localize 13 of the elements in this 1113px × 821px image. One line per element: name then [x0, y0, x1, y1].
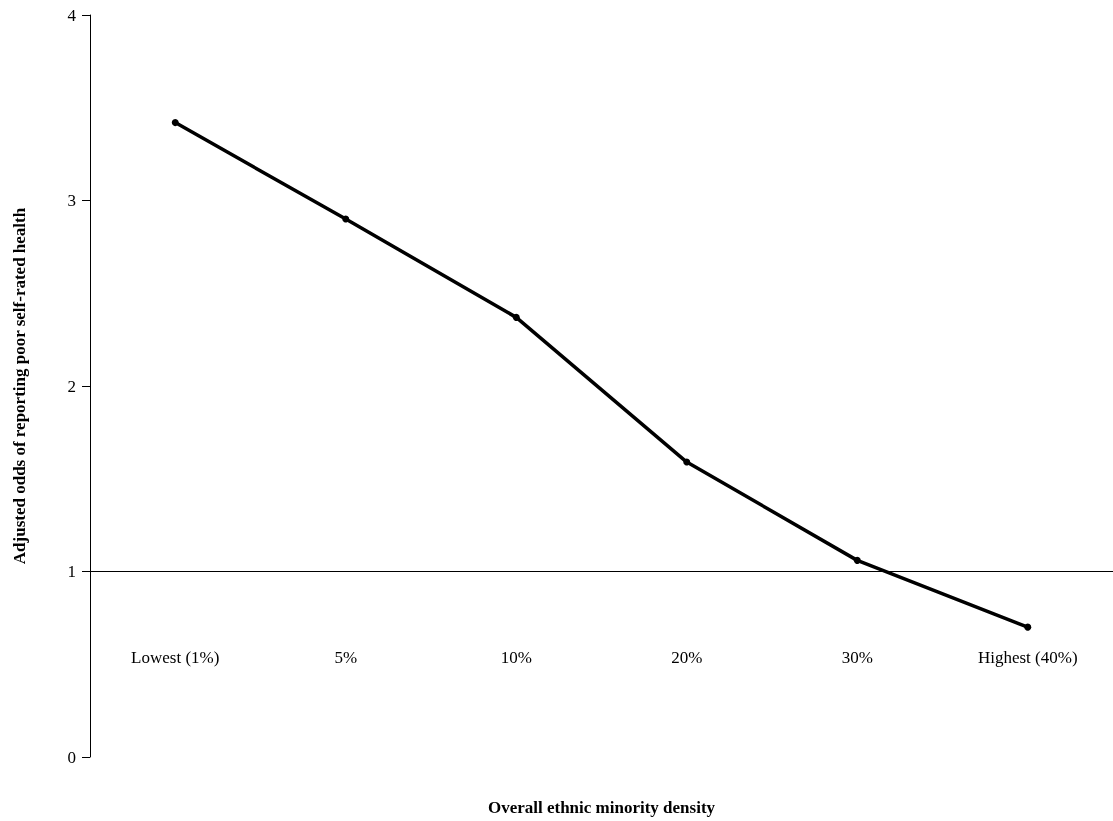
x-tick-label: Lowest (1%) [131, 648, 220, 668]
x-tick-label: 10% [500, 648, 532, 668]
y-tick-label: 2 [67, 376, 76, 396]
y-tick-label: 3 [67, 191, 76, 210]
x-tick-label: 5% [334, 648, 358, 668]
y-tick-label: 0 [67, 747, 76, 767]
x-tick-label: 30% [841, 648, 873, 668]
y-tick-label: 1 [67, 562, 76, 581]
x-axis-title: Overall ethnic minority density [487, 798, 716, 817]
x-tick-label: Highest (40%) [977, 648, 1078, 668]
y-tick-label: 4 [67, 5, 77, 25]
y-axis-title: Adjusted odds of reporting poor self-rated health [10, 207, 29, 565]
x-tick-label: 20% [671, 648, 703, 668]
